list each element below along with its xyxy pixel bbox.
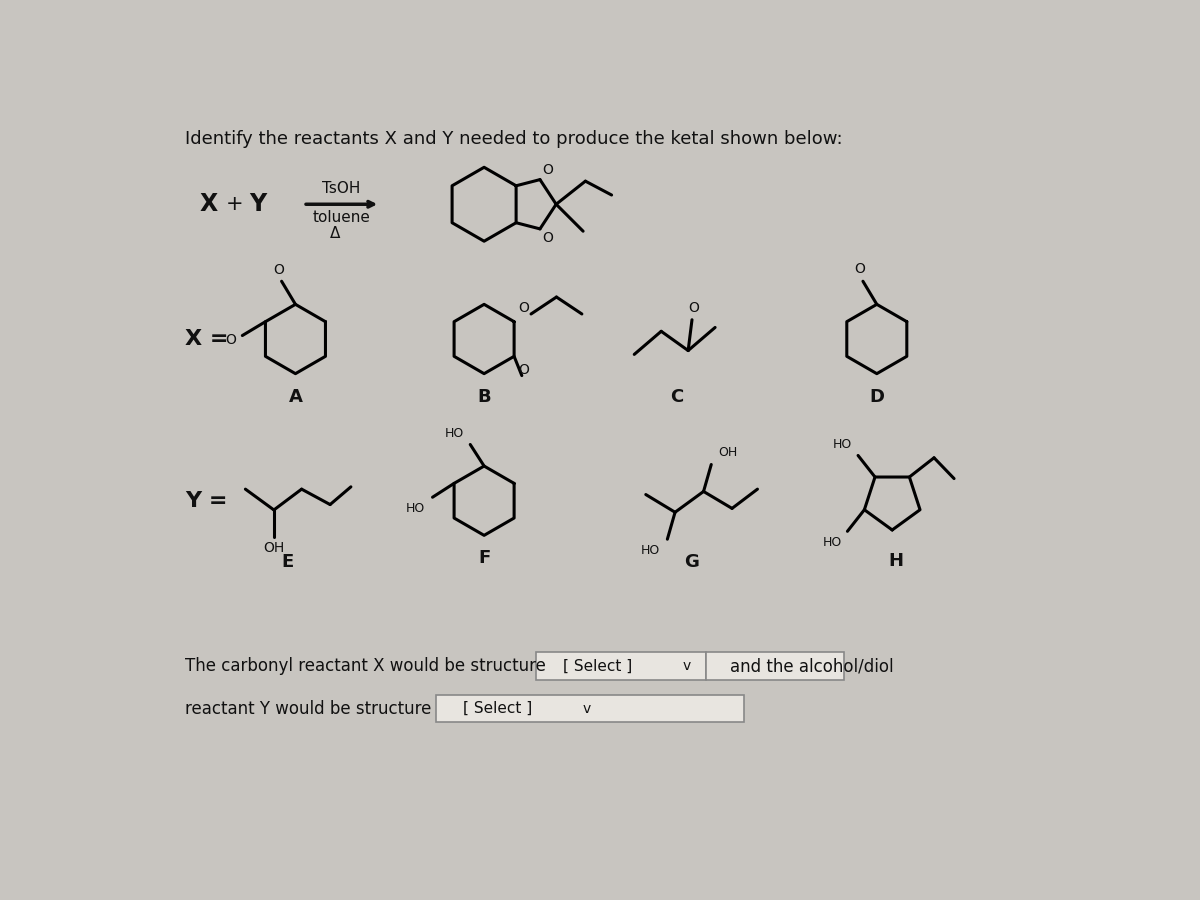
Text: B: B	[478, 388, 491, 406]
Text: HO: HO	[833, 438, 852, 451]
Text: O: O	[688, 302, 698, 315]
Text: O: O	[518, 364, 529, 377]
Text: O: O	[542, 164, 553, 177]
Text: HO: HO	[641, 544, 660, 557]
Text: TsOH: TsOH	[323, 182, 361, 196]
Text: [ Select ]: [ Select ]	[564, 659, 632, 674]
Text: OH: OH	[263, 542, 284, 555]
Text: D: D	[869, 388, 884, 406]
Text: Δ: Δ	[330, 226, 341, 241]
FancyBboxPatch shape	[706, 652, 845, 680]
Text: HO: HO	[445, 428, 464, 440]
Text: A: A	[288, 388, 302, 406]
Text: reactant Y would be structure: reactant Y would be structure	[185, 699, 432, 717]
Text: toluene: toluene	[313, 210, 371, 225]
FancyBboxPatch shape	[437, 695, 744, 723]
Text: O: O	[518, 301, 529, 315]
Text: G: G	[684, 554, 700, 572]
Text: HO: HO	[406, 501, 425, 515]
Text: X: X	[199, 193, 217, 216]
Text: C: C	[670, 388, 683, 406]
Text: and the alcohol/diol: and the alcohol/diol	[731, 657, 894, 675]
Text: F: F	[478, 549, 491, 568]
Text: Y: Y	[250, 193, 266, 216]
Text: OH: OH	[719, 446, 738, 460]
Text: O: O	[226, 333, 236, 347]
Text: E: E	[282, 554, 294, 572]
Text: O: O	[274, 263, 284, 276]
Text: The carbonyl reactant X would be structure: The carbonyl reactant X would be structu…	[185, 657, 546, 675]
Text: H: H	[888, 552, 904, 570]
Text: O: O	[542, 231, 553, 245]
Text: +: +	[226, 194, 244, 214]
Text: Identify the reactants X and Y needed to produce the ketal shown below:: Identify the reactants X and Y needed to…	[185, 130, 842, 148]
Text: v: v	[683, 659, 691, 673]
Text: [ Select ]: [ Select ]	[463, 701, 533, 716]
Text: O: O	[854, 262, 865, 276]
Text: Y =: Y =	[185, 491, 228, 510]
Text: v: v	[582, 702, 590, 716]
FancyBboxPatch shape	[536, 652, 706, 680]
Text: HO: HO	[822, 536, 841, 549]
Text: X =: X =	[185, 329, 229, 349]
